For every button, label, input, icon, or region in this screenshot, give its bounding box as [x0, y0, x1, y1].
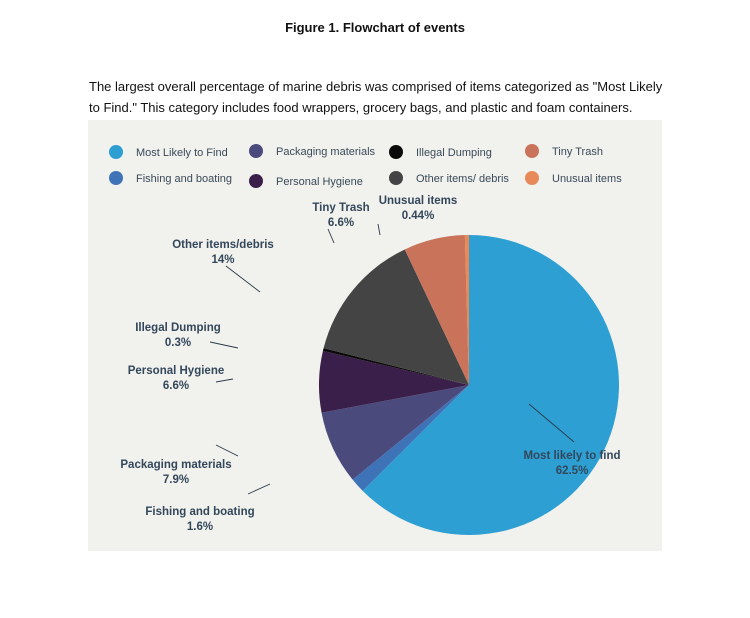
- legend-marker-personal-hygiene: [249, 174, 263, 188]
- chart-legend: Most Likely to Find Packaging materials Il…: [109, 144, 622, 188]
- legend-label-tiny-trash: Tiny Trash: [552, 146, 603, 158]
- slice-label-unusual-items: Unusual items: [379, 195, 458, 207]
- slice-value-unusual-items: 0.44%: [402, 210, 435, 222]
- legend-marker-most-likely-to-find: [109, 145, 123, 159]
- legend-marker-packaging-materials: [249, 144, 263, 158]
- pie-slice-unusual-items: [464, 235, 469, 385]
- leader-line-personal-hygiene: [215, 378, 234, 383]
- legend-label-unusual-items: Unusual items: [552, 173, 622, 185]
- label-leader-lines: [209, 223, 575, 495]
- slice-labels: Most likely to find 62.5% Fishing and boat…: [120, 195, 620, 533]
- legend-marker-tiny-trash: [525, 144, 539, 158]
- slice-label-tiny-trash: Tiny Trash: [312, 202, 369, 214]
- legend-label-personal-hygiene: Personal Hygiene: [276, 176, 363, 188]
- legend-marker-other-items-debris: [389, 171, 403, 185]
- pie-slice-personal-hygiene: [318, 350, 469, 413]
- slice-label-other-items-debris: Other items/debris: [172, 239, 274, 251]
- slice-label-fishing-and-boating: Fishing and boating: [145, 506, 254, 518]
- slice-label-most-likely-to-find: Most likely to find: [523, 450, 620, 462]
- pie-slice-most-likely-to-find: [362, 235, 619, 535]
- slice-value-most-likely-to-find: 62.5%: [556, 465, 589, 477]
- slice-label-packaging-materials: Packaging materials: [120, 459, 231, 471]
- slice-value-fishing-and-boating: 1.6%: [187, 521, 213, 533]
- pie-slice-illegal-dumping: [322, 348, 469, 385]
- leader-line-other-items-debris: [225, 265, 261, 293]
- pie-slice-tiny-trash: [404, 235, 469, 385]
- slice-value-packaging-materials: 7.9%: [163, 474, 189, 486]
- leader-line-fishing-and-boating: [247, 483, 271, 495]
- figure-title: Figure 1. Flowchart of events: [285, 20, 465, 35]
- slice-value-other-items-debris: 14%: [211, 254, 234, 266]
- legend-label-illegal-dumping: Illegal Dumping: [416, 147, 492, 159]
- legend-label-packaging-materials: Packaging materials: [276, 146, 376, 158]
- chart-panel: Most Likely to Find Packaging materials Il…: [88, 120, 662, 551]
- legend-marker-unusual-items: [525, 171, 539, 185]
- legend-marker-illegal-dumping: [389, 145, 403, 159]
- legend-label-other-items-debris: Other items/ debris: [416, 173, 509, 185]
- pie-slice-packaging-materials: [321, 385, 469, 480]
- figure-caption: The largest overall percentage of marine…: [89, 79, 663, 115]
- leader-line-unusual-items: [377, 223, 381, 236]
- slice-value-personal-hygiene: 6.6%: [163, 380, 189, 392]
- slice-value-tiny-trash: 6.6%: [328, 217, 354, 229]
- pie-slice-fishing-and-boating: [352, 385, 469, 491]
- legend-marker-fishing-and-boating: [109, 171, 123, 185]
- legend-label-most-likely-to-find: Most Likely to Find: [136, 147, 228, 159]
- leader-line-tiny-trash: [327, 228, 335, 244]
- pie-slice-other-items-debris: [323, 249, 469, 385]
- pie-chart: Most Likely to Find Packaging materials Il…: [109, 144, 622, 535]
- legend-label-fishing-and-boating: Fishing and boating: [136, 173, 232, 185]
- leader-line-most-likely-to-find: [528, 403, 575, 443]
- slice-label-personal-hygiene: Personal Hygiene: [128, 365, 225, 377]
- slice-label-illegal-dumping: Illegal Dumping: [135, 322, 221, 334]
- slice-value-illegal-dumping: 0.3%: [165, 337, 191, 349]
- leader-line-illegal-dumping: [209, 341, 239, 349]
- leader-line-packaging-materials: [215, 444, 239, 457]
- pie-slices: [318, 235, 619, 535]
